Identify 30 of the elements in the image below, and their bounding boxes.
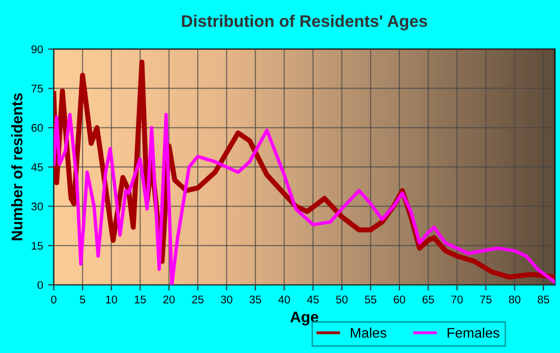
x-tick-label: 5	[80, 296, 86, 304]
y-tick-label: 75	[32, 84, 43, 93]
legend-label: Males	[350, 328, 386, 338]
x-tick-label: 10	[106, 296, 118, 304]
y-tick-label: 0	[38, 281, 43, 290]
y-tick-label: 30	[31, 202, 43, 210]
x-tick-label: 45	[307, 296, 319, 304]
y-tick-label: 15	[32, 242, 43, 250]
x-tick-label: 70	[451, 296, 463, 304]
x-tick-label: 60	[394, 296, 406, 304]
legend-label: Females	[448, 328, 500, 338]
y-tick-label: 60	[32, 124, 43, 132]
x-tick-label: 65	[422, 296, 434, 304]
chart-title: Distribution of Residents' Ages	[182, 14, 428, 30]
x-tick-label: 20	[163, 296, 175, 304]
y-tick-label: 45	[31, 163, 43, 172]
x-axis-title: Age	[290, 312, 318, 326]
y-tick-label: 90	[32, 45, 43, 54]
y-axis-title: Number of residents	[11, 93, 22, 240]
x-tick-label: 15	[134, 296, 146, 304]
x-tick-label: 0	[51, 296, 56, 304]
x-tick-label: 75	[480, 296, 492, 304]
x-tick-label: 55	[364, 296, 376, 304]
x-tick-label: 85	[538, 296, 550, 304]
x-tick-label: 30	[220, 296, 232, 304]
x-tick-label: 50	[336, 296, 348, 304]
x-tick-label: 80	[508, 296, 520, 304]
x-tick-label: 40	[278, 296, 290, 304]
x-tick-label: 25	[192, 296, 204, 304]
x-tick-label: 35	[250, 296, 262, 304]
